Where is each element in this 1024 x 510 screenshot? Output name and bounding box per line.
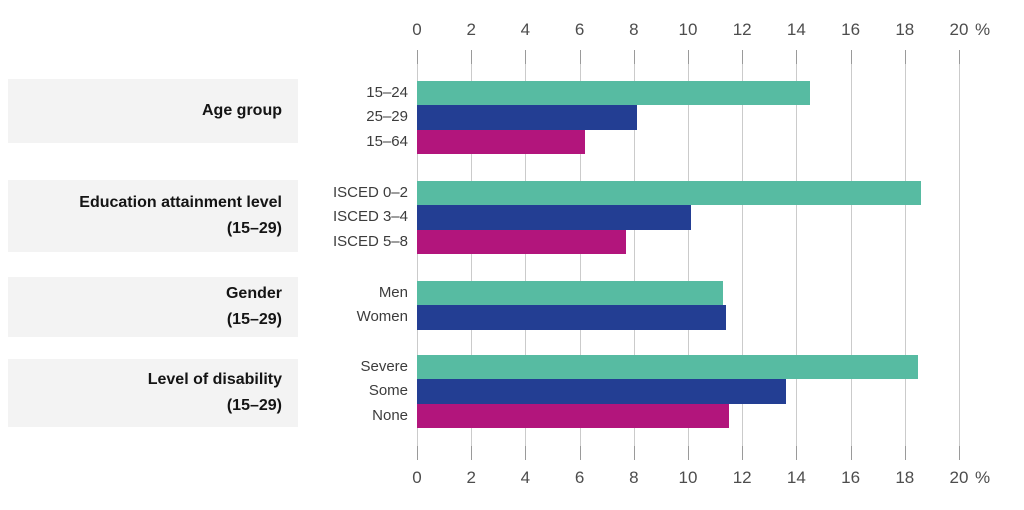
top-axis-label-16: 16	[841, 20, 861, 39]
bottom-tick-8	[633, 446, 635, 460]
top-axis-label-0: 0	[412, 20, 422, 39]
group-subtitle-education-attainment-level: (15–29)	[226, 220, 282, 237]
top-tick-4	[525, 50, 527, 64]
bottom-tick-10	[688, 446, 689, 460]
bar-label-men: Men	[378, 284, 408, 301]
bottom-tick-18	[904, 446, 906, 460]
group-subtitle-gender: (15–29)	[226, 311, 282, 328]
group-subtitle-level-of-disability: (15–29)	[226, 397, 282, 414]
bar-label-severe: Severe	[360, 358, 408, 375]
group-title-education-attainment-level: Education attainment level	[79, 194, 282, 211]
bottom-axis-label-8: 8	[629, 468, 639, 487]
top-axis-label-20: 20	[949, 20, 969, 39]
bottom-tick-0	[417, 446, 418, 460]
bottom-axis-label-14: 14	[786, 468, 806, 487]
bottom-tick-16	[850, 446, 852, 460]
bar-label-25-29: 25–29	[366, 108, 408, 126]
bar-25-29	[417, 105, 637, 130]
gridline-0	[417, 64, 418, 446]
bottom-axis-label-20: 20	[949, 468, 969, 487]
group-box-level-of-disability: Level of disability (15–29)	[8, 359, 298, 427]
bottom-axis-label-2: 2	[466, 468, 476, 487]
top-tick-16	[850, 50, 852, 64]
top-tick-18	[904, 50, 906, 64]
top-axis-label-18: 18	[895, 20, 915, 39]
bar-15-24	[417, 81, 810, 106]
gridline-16	[850, 64, 852, 446]
bar-label-women: Women	[356, 308, 408, 326]
top-axis-label-4: 4	[520, 20, 531, 39]
top-tick-10	[688, 50, 689, 64]
bottom-tick-20	[959, 446, 960, 460]
bottom-axis-label-10: 10	[678, 468, 698, 487]
bar-isced-3-4	[417, 205, 691, 230]
gridline-12	[742, 64, 744, 446]
bar-label-15-24: 15–24	[366, 84, 408, 101]
bar-severe	[417, 355, 919, 380]
bottom-tick-4	[525, 446, 527, 460]
group-title-age-group: Age group	[202, 102, 282, 119]
top-axis-label-8: 8	[629, 20, 639, 39]
top-axis-label-10: 10	[678, 20, 698, 39]
gridline-14	[796, 64, 798, 446]
group-box-gender: Gender (15–29)	[8, 277, 298, 337]
bar-women	[417, 305, 726, 330]
group-title-level-of-disability: Level of disability	[147, 371, 282, 388]
bar-label-none: None	[372, 406, 408, 424]
bottom-axis-label-12: 12	[732, 468, 752, 487]
group-title-gender: Gender	[225, 285, 282, 302]
bar-isced-5-8	[417, 229, 626, 255]
top-axis-label-14: 14	[786, 20, 806, 39]
top-axis-label-2: 2	[466, 20, 476, 39]
bottom-axis-label-18: 18	[895, 468, 915, 487]
bar-label-15-64: 15–64	[366, 132, 408, 150]
top-axis-label-6: 6	[574, 20, 585, 39]
bottom-axis-unit-label: %	[975, 468, 991, 487]
gridline-6	[579, 64, 581, 446]
bottom-axis-label-16: 16	[841, 468, 861, 487]
gridline-2	[471, 64, 473, 446]
gridline-18	[904, 64, 906, 446]
gridline-10	[688, 64, 689, 446]
top-tick-20	[959, 50, 960, 64]
bottom-tick-2	[471, 446, 473, 460]
bar-men	[417, 281, 724, 306]
top-tick-2	[471, 50, 473, 64]
top-tick-12	[742, 50, 744, 64]
bottom-axis-label-4: 4	[520, 468, 531, 487]
gridline-8	[633, 64, 635, 446]
top-tick-0	[417, 50, 418, 64]
bar-none	[417, 403, 729, 429]
bottom-axis-label-0: 0	[412, 468, 422, 487]
bar-15-64	[417, 129, 586, 155]
bar-label-isced-3-4: ISCED 3–4	[332, 208, 408, 226]
bar-label-isced-5-8: ISCED 5–8	[332, 232, 408, 250]
top-axis-label-12: 12	[732, 20, 752, 39]
top-tick-8	[633, 50, 635, 64]
bar-label-isced-0-2: ISCED 0–2	[332, 184, 408, 201]
bottom-tick-14	[796, 446, 798, 460]
bottom-tick-12	[742, 446, 744, 460]
top-axis-unit-label: %	[975, 20, 991, 39]
bottom-axis-label-6: 6	[574, 468, 585, 487]
bar-some	[417, 379, 786, 404]
bar-label-some: Some	[368, 382, 408, 400]
top-tick-14	[796, 50, 798, 64]
gridline-20	[959, 64, 960, 446]
group-box-education-attainment-level: Education attainment level (15–29)	[8, 180, 298, 252]
group-box-age-group: Age group	[8, 79, 298, 143]
top-tick-6	[579, 50, 581, 64]
bottom-tick-6	[579, 446, 581, 460]
bar-isced-0-2	[417, 181, 922, 206]
gridline-4	[525, 64, 527, 446]
